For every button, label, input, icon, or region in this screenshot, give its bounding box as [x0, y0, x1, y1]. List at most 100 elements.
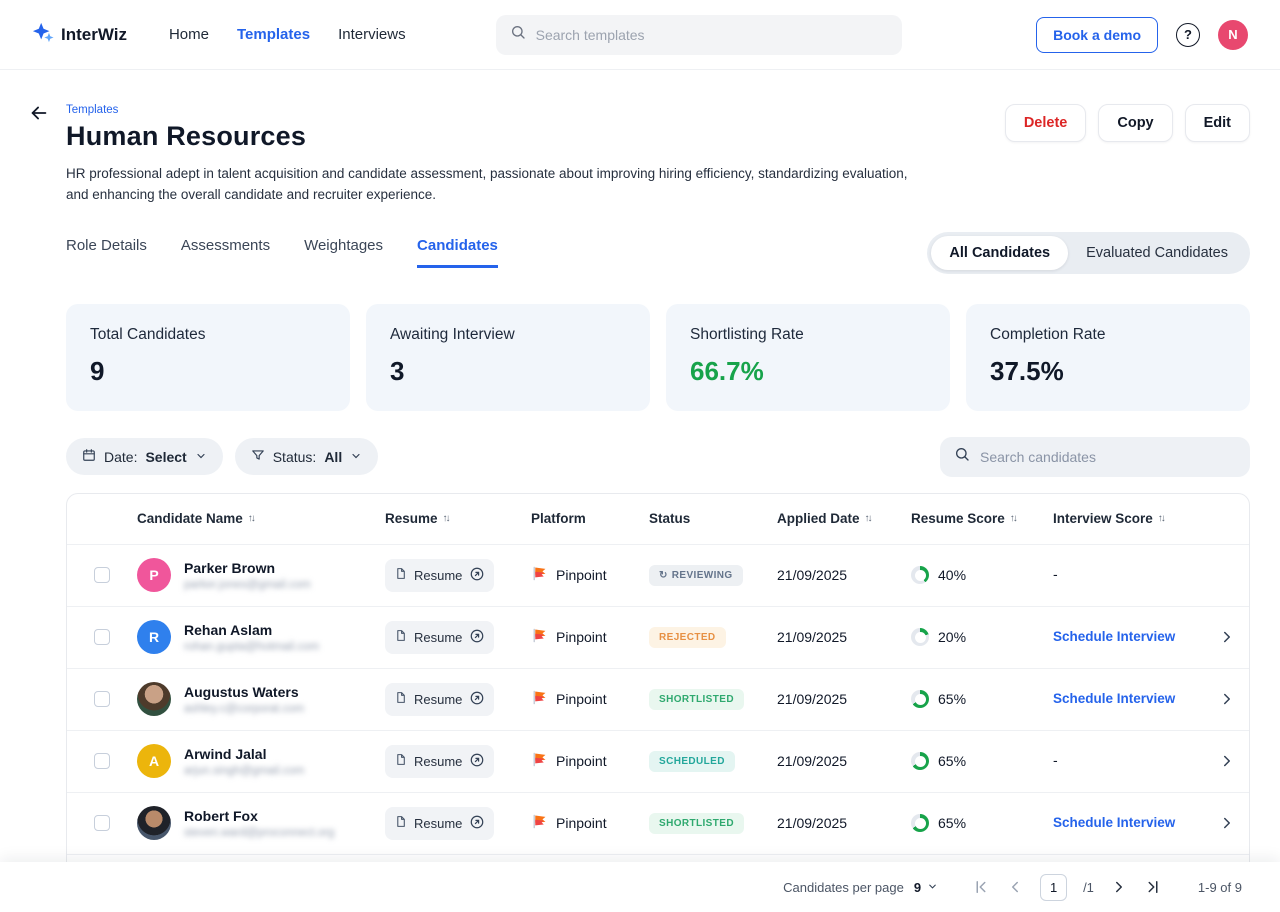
stat-total-candidates: Total Candidates 9	[66, 304, 350, 411]
avatar	[137, 682, 171, 716]
row-checkbox[interactable]	[94, 753, 110, 769]
row-checkbox[interactable]	[94, 691, 110, 707]
prev-page-button[interactable]	[1006, 878, 1024, 896]
header-candidate-name[interactable]: Candidate Name↑↓	[137, 511, 385, 526]
status-label: SHORTLISTED	[659, 694, 734, 705]
resume-score-value: 65%	[938, 691, 966, 707]
platform-label: Pinpoint	[556, 753, 607, 769]
row-chevron[interactable]	[1205, 690, 1249, 708]
status-refresh-icon: ↻	[659, 570, 668, 581]
row-checkbox[interactable]	[94, 567, 110, 583]
avatar: R	[137, 620, 171, 654]
nav-link-home[interactable]: Home	[169, 26, 209, 43]
tab-weightages[interactable]: Weightages	[304, 237, 383, 268]
sort-icon[interactable]: ↑↓	[443, 513, 449, 524]
status-badge: SCHEDULED	[649, 751, 735, 772]
row-chevron[interactable]	[1205, 752, 1249, 770]
status-label: SCHEDULED	[659, 756, 725, 767]
calendar-icon	[82, 448, 96, 465]
stat-label: Shortlisting Rate	[690, 326, 926, 344]
table-row[interactable]: A Arwind Jalal arjun.singh@gmail.com Res…	[67, 730, 1249, 792]
per-page-dropdown[interactable]: 9	[914, 880, 938, 895]
sort-icon[interactable]: ↑↓	[865, 513, 871, 524]
table-row[interactable]: Robert Fox steven.ward@proconnect.org Re…	[67, 792, 1249, 854]
header-resume[interactable]: Resume↑↓	[385, 511, 531, 526]
per-page-value: 9	[914, 880, 921, 895]
status-label: SHORTLISTED	[659, 818, 734, 829]
book-demo-button[interactable]: Book a demo	[1036, 17, 1158, 53]
date-filter[interactable]: Date: Select	[66, 438, 223, 475]
candidates-toggle: All Candidates Evaluated Candidates	[927, 232, 1250, 274]
resume-button[interactable]: Resume	[385, 745, 494, 778]
header-status: Status	[649, 511, 777, 526]
resume-button-label: Resume	[414, 630, 462, 645]
stat-completion-rate: Completion Rate 37.5%	[966, 304, 1250, 411]
stat-label: Awaiting Interview	[390, 326, 626, 344]
header-interview-score[interactable]: Interview Score↑↓	[1053, 511, 1205, 526]
header-resume-score[interactable]: Resume Score↑↓	[911, 511, 1053, 526]
score-donut	[911, 752, 929, 770]
status-badge: ↻ REVIEWING	[649, 565, 743, 586]
next-page-button[interactable]	[1110, 878, 1128, 896]
nav-link-templates[interactable]: Templates	[237, 26, 310, 43]
status-filter[interactable]: Status: All	[235, 438, 378, 475]
sort-icon[interactable]: ↑↓	[1010, 513, 1016, 524]
tab-role-details[interactable]: Role Details	[66, 237, 147, 268]
navbar-right: Book a demo ? N	[1036, 17, 1248, 53]
help-icon[interactable]: ?	[1176, 23, 1200, 47]
resume-button-label: Resume	[414, 692, 462, 707]
table-row[interactable]: P Parker Brown parker.jones@gmail.com Re…	[67, 544, 1249, 606]
schedule-interview-link[interactable]: Schedule Interview	[1053, 691, 1175, 706]
platform-label: Pinpoint	[556, 815, 607, 831]
table-row[interactable]: Augustus Waters ashley.c@corporat.com Re…	[67, 668, 1249, 730]
delete-button[interactable]: Delete	[1005, 104, 1087, 142]
header-applied-date[interactable]: Applied Date↑↓	[777, 511, 911, 526]
tab-candidates[interactable]: Candidates	[417, 237, 498, 268]
open-resume-icon	[469, 566, 485, 585]
schedule-interview-link[interactable]: Schedule Interview	[1053, 815, 1175, 830]
table-row[interactable]: R Rehan Aslam rohan.gupta@hotmail.com Re…	[67, 606, 1249, 668]
tabs: Role Details Assessments Weightages Cand…	[66, 237, 498, 268]
resume-button[interactable]: Resume	[385, 559, 494, 592]
candidate-email: parker.jones@gmail.com	[184, 579, 311, 591]
stat-value: 66.7%	[690, 356, 926, 387]
copy-button[interactable]: Copy	[1098, 104, 1172, 142]
avatar	[137, 806, 171, 840]
candidate-name: Robert Fox	[184, 808, 334, 824]
chevron-down-icon	[195, 449, 207, 465]
last-page-button[interactable]	[1144, 878, 1162, 896]
first-page-button[interactable]	[972, 878, 990, 896]
resume-button-label: Resume	[414, 816, 462, 831]
interview-dash: -	[1053, 752, 1058, 768]
candidate-email: steven.ward@proconnect.org	[184, 827, 334, 839]
toggle-all-candidates[interactable]: All Candidates	[931, 236, 1068, 270]
templates-search-input[interactable]	[536, 27, 888, 43]
templates-search[interactable]	[496, 15, 902, 55]
user-avatar[interactable]: N	[1218, 20, 1248, 50]
sort-icon[interactable]: ↑↓	[248, 513, 254, 524]
title-block: Templates Human Resources HR professiona…	[66, 100, 911, 206]
edit-button[interactable]: Edit	[1185, 104, 1250, 142]
resume-button[interactable]: Resume	[385, 807, 494, 840]
nav-link-interviews[interactable]: Interviews	[338, 26, 406, 43]
row-checkbox[interactable]	[94, 629, 110, 645]
breadcrumb[interactable]: Templates	[66, 104, 118, 116]
candidates-search-input[interactable]	[980, 449, 1236, 465]
resume-button[interactable]: Resume	[385, 683, 494, 716]
page-number-input[interactable]	[1040, 874, 1067, 901]
score-donut	[911, 690, 929, 708]
schedule-interview-link[interactable]: Schedule Interview	[1053, 629, 1175, 644]
tab-assessments[interactable]: Assessments	[181, 237, 270, 268]
row-checkbox[interactable]	[94, 815, 110, 831]
resume-button-label: Resume	[414, 754, 462, 769]
status-badge: SHORTLISTED	[649, 689, 744, 710]
row-chevron[interactable]	[1205, 628, 1249, 646]
resume-button[interactable]: Resume	[385, 621, 494, 654]
candidates-search[interactable]	[940, 437, 1250, 477]
top-navbar: InterWiz Home Templates Interviews Book …	[0, 0, 1280, 70]
logo[interactable]: InterWiz	[32, 21, 127, 48]
toggle-evaluated-candidates[interactable]: Evaluated Candidates	[1068, 236, 1246, 270]
row-chevron[interactable]	[1205, 814, 1249, 832]
table-body: P Parker Brown parker.jones@gmail.com Re…	[67, 544, 1249, 912]
sort-icon[interactable]: ↑↓	[1158, 513, 1164, 524]
